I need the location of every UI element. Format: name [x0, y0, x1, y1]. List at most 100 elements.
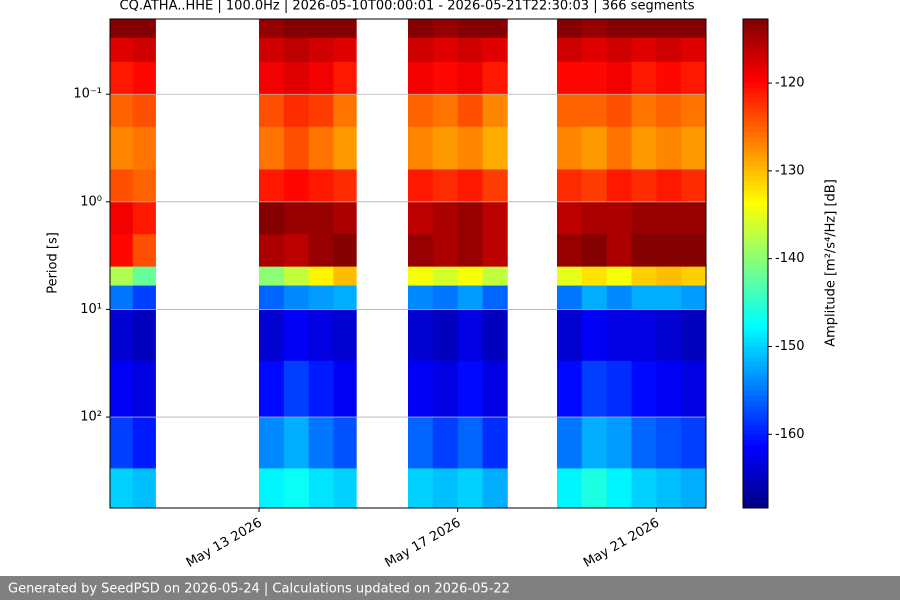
colorbar-stripe: [743, 126, 768, 132]
cell: [432, 285, 459, 310]
cell: [132, 126, 156, 170]
cell: [333, 126, 357, 170]
colorbar-stripe: [743, 19, 768, 25]
cell: [681, 285, 707, 310]
cell: [656, 19, 682, 39]
cell: [681, 234, 707, 268]
cell: [283, 468, 310, 509]
colorbar-stripe: [743, 273, 768, 279]
cell: [259, 37, 285, 63]
cell: [606, 360, 632, 418]
colorbar-stripe: [743, 366, 768, 372]
colorbar-stripe: [743, 400, 768, 406]
cell: [557, 360, 583, 418]
cell: [110, 234, 134, 268]
colorbar-stripe: [743, 92, 768, 98]
colorbar-stripe: [743, 410, 768, 416]
cell: [631, 309, 657, 362]
colorbar-stripe: [743, 356, 768, 362]
cell: [283, 266, 310, 286]
cell: [482, 126, 508, 170]
cell: [110, 360, 134, 418]
colorbar-stripe: [743, 307, 768, 313]
cell: [681, 201, 707, 235]
cell: [259, 169, 285, 203]
cell: [333, 285, 357, 310]
cell: [581, 19, 608, 39]
colorbar-stripe: [743, 23, 768, 30]
cell: [308, 285, 334, 310]
cell: [581, 169, 608, 203]
cell: [259, 285, 285, 310]
cell: [432, 94, 459, 128]
cell: [132, 61, 156, 95]
cell: [482, 266, 508, 286]
cell: [110, 37, 134, 63]
cell: [283, 19, 310, 39]
cell: [283, 285, 310, 310]
cell: [308, 234, 334, 268]
cell: [308, 309, 334, 362]
colorbar-stripe: [743, 331, 768, 338]
cell: [308, 468, 334, 509]
colorbar-stripe: [743, 419, 768, 426]
cell: [308, 37, 334, 63]
y-tick-label: 10²: [80, 410, 102, 425]
cell: [110, 126, 134, 170]
cell: [408, 94, 434, 128]
chart-title: CQ.ATHA..HHE | 100.0Hz | 2026-05-10T00:0…: [120, 0, 695, 14]
colorbar-stripe: [743, 424, 768, 431]
cell: [557, 169, 583, 203]
cell: [482, 169, 508, 203]
colorbar-stripe: [743, 48, 768, 54]
cell: [482, 61, 508, 95]
cell: [457, 126, 483, 170]
cell: [308, 126, 334, 170]
colorbar-stripe: [743, 341, 768, 348]
cell: [132, 417, 156, 469]
cell: [557, 61, 583, 95]
cell: [681, 37, 707, 63]
colorbar-stripe: [743, 258, 768, 264]
colorbar-stripe: [743, 136, 768, 142]
colorbar-stripe: [743, 209, 768, 216]
cell: [656, 61, 682, 95]
colorbar-stripe: [743, 253, 768, 260]
colorbar-stripe: [743, 38, 768, 44]
cell: [259, 360, 285, 418]
cell: [408, 126, 434, 170]
cell: [408, 417, 434, 469]
cell: [132, 234, 156, 268]
cell: [283, 94, 310, 128]
cell: [631, 285, 657, 310]
cell: [259, 417, 285, 469]
colorbar-stripe: [743, 375, 768, 382]
colorbar-stripe: [743, 302, 768, 309]
colorbar-stripe: [743, 473, 768, 480]
cell: [283, 201, 310, 235]
colorbar-stripe: [743, 185, 768, 191]
footer-text: Generated by SeedPSD on 2026-05-24 | Cal…: [8, 582, 510, 597]
cell: [308, 169, 334, 203]
cell: [606, 417, 632, 469]
cell: [432, 417, 459, 469]
colorbar-stripe: [743, 155, 768, 162]
x-tick-label: May 17 2026: [382, 516, 463, 571]
colorbar-stripe: [743, 346, 768, 353]
cell: [110, 61, 134, 95]
colorbar-stripe: [743, 234, 768, 240]
colorbar-stripe: [743, 493, 768, 499]
cell: [333, 234, 357, 268]
cell: [432, 61, 459, 95]
cell: [432, 19, 459, 39]
colorbar-stripe: [743, 97, 768, 103]
cell: [457, 285, 483, 310]
cell: [132, 169, 156, 203]
cell: [606, 94, 632, 128]
cell: [681, 19, 707, 39]
colorbar-stripe: [743, 312, 768, 318]
cell: [457, 417, 483, 469]
cell: [631, 201, 657, 235]
cell: [482, 19, 508, 39]
cell: [606, 201, 632, 235]
